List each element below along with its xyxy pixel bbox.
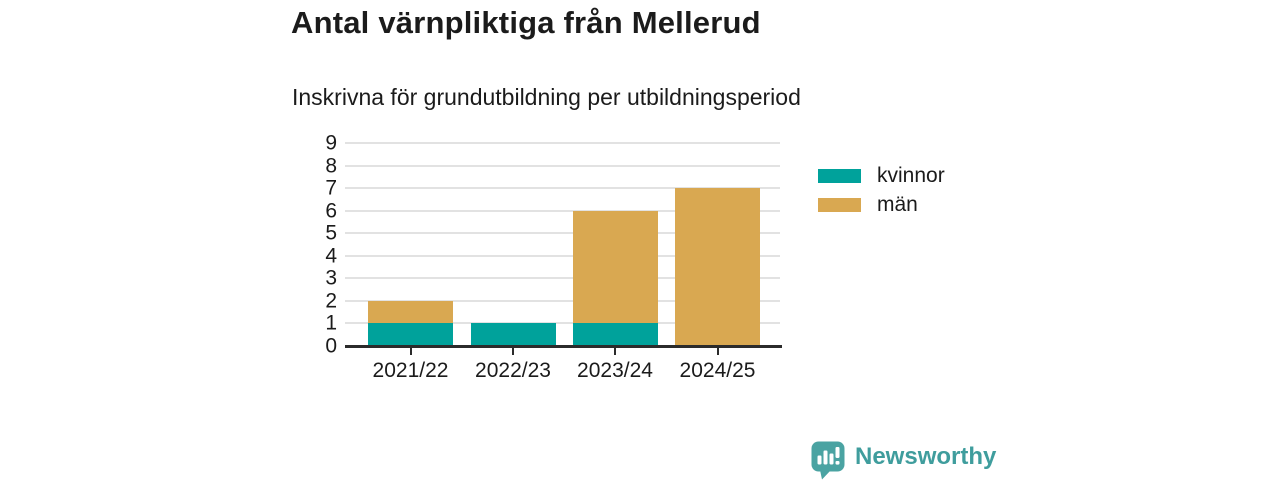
gridline-y-6 (345, 209, 780, 212)
x-axis-line (345, 345, 782, 348)
y-axis-tick-label: 4 (325, 244, 337, 268)
chart-title: Antal värnpliktiga från Mellerud (291, 5, 761, 40)
gridline-y-9 (345, 142, 780, 144)
y-axis-tick-label: 5 (325, 221, 337, 245)
legend-label: kvinnor (877, 163, 945, 187)
chart-subtitle: Inskrivna för grundutbildning per utbild… (292, 84, 801, 110)
newsworthy-logo: Newsworthy (810, 440, 996, 480)
x-axis-tick (716, 348, 719, 355)
plot-area (345, 142, 780, 346)
bar-2023/24-kvinnor (572, 323, 658, 346)
y-axis-tick-label: 9 (325, 131, 337, 155)
y-axis-tick-label: 3 (325, 266, 337, 290)
x-axis-tick-label: 2021/22 (372, 359, 449, 382)
gridline-y-7 (345, 187, 780, 190)
bar-2021/22-kvinnor (368, 323, 453, 346)
newsworthy-logo-icon (811, 441, 845, 480)
x-axis-tick-label: 2023/24 (577, 359, 653, 382)
bar-2023/24-män (572, 210, 658, 324)
gridline-y-8 (345, 164, 780, 167)
newsworthy-logo-text: Newsworthy (855, 443, 997, 470)
gridline-y-1 (345, 322, 780, 325)
legend-label: män (877, 192, 918, 216)
bar-2024/25-män (675, 188, 760, 346)
x-axis-tick (409, 348, 412, 355)
gridline-y-3 (345, 277, 780, 280)
legend-swatch-kvinnor (818, 168, 861, 183)
legend: kvinnor män (818, 161, 945, 219)
x-axis-tick (614, 348, 616, 355)
y-axis-tick-label: 1 (325, 311, 337, 335)
gridline-y-4 (345, 254, 780, 257)
x-axis-tick-label: 2024/25 (679, 359, 756, 382)
x-axis-tick-label: 2022/23 (475, 359, 551, 382)
y-axis-tick-label: 6 (325, 199, 337, 223)
bar-2022/23-kvinnor (470, 323, 556, 346)
gridline-y-5 (345, 232, 780, 235)
bar-2021/22-män (368, 300, 453, 324)
y-axis-tick-label: 0 (325, 334, 337, 358)
y-axis-tick-label: 8 (325, 154, 337, 178)
legend-item-män: män (818, 190, 945, 219)
x-axis-tick (512, 348, 514, 355)
y-axis-tick-label: 7 (325, 176, 337, 200)
gridline-y-2 (345, 299, 780, 302)
legend-item-kvinnor: kvinnor (818, 161, 945, 190)
legend-swatch-män (818, 197, 861, 212)
y-axis-tick-label: 2 (325, 289, 337, 313)
